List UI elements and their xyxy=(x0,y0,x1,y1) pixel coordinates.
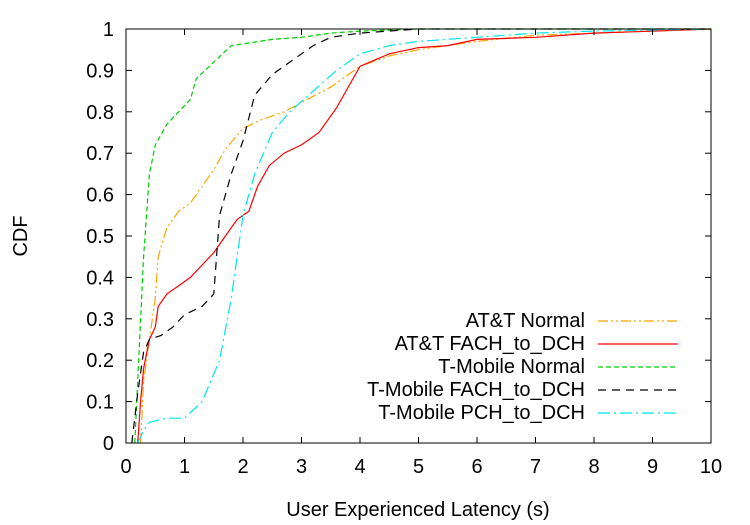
y-tick-label: 0.9 xyxy=(86,60,114,82)
series-line-t-mobile-normal xyxy=(134,28,711,444)
x-tick-label: 4 xyxy=(354,456,365,478)
x-tick-label: 0 xyxy=(120,456,131,478)
series-layer xyxy=(131,28,712,444)
x-tick-label: 6 xyxy=(471,456,482,478)
x-tick-label: 8 xyxy=(588,456,599,478)
x-tick-label: 5 xyxy=(413,456,424,478)
y-tick-label: 0.1 xyxy=(86,392,114,414)
x-tick-label: 7 xyxy=(530,456,541,478)
legend-label: T-Mobile FACH_to_DCH xyxy=(367,379,585,401)
y-tick-label: 0.3 xyxy=(86,309,114,331)
y-tick-label: 1 xyxy=(103,19,114,41)
legend-label: T-Mobile PCH_to_DCH xyxy=(378,402,585,424)
series-line-at-t-fach-to-dch xyxy=(137,28,712,444)
legend-label: AT&T Normal xyxy=(466,310,585,332)
series-line-at-t-normal xyxy=(140,28,712,444)
y-tick-label: 0.8 xyxy=(86,102,114,124)
y-tick-label: 0 xyxy=(103,433,114,455)
x-tick-label: 3 xyxy=(296,456,307,478)
y-tick-label: 0.6 xyxy=(86,185,114,207)
x-tick-label: 2 xyxy=(237,456,248,478)
legend-label: AT&T FACH_to_DCH xyxy=(395,333,585,355)
x-tick-label: 1 xyxy=(179,456,190,478)
x-tick-label: 10 xyxy=(700,456,722,478)
y-tick-label: 0.2 xyxy=(86,350,114,372)
y-tick-label: 0.7 xyxy=(86,143,114,165)
y-tick-label: 0.4 xyxy=(86,267,114,289)
x-tick-label: 9 xyxy=(647,456,658,478)
series-line-t-mobile-pch-to-dch xyxy=(137,28,712,444)
series-line-t-mobile-fach-to-dch xyxy=(131,28,711,444)
legend-label: T-Mobile Normal xyxy=(438,356,585,378)
y-tick-label: 0.5 xyxy=(86,226,114,248)
x-axis-label: User Experienced Latency (s) xyxy=(286,499,549,521)
y-axis-label: CDF xyxy=(10,215,32,256)
ticks-layer: 0 1 2 3 4 5 6 7 8 9 10 0 0.1 0.2 0.3 0.4 0.5 0.6 0.7 0.8 0.9… xyxy=(86,19,722,478)
